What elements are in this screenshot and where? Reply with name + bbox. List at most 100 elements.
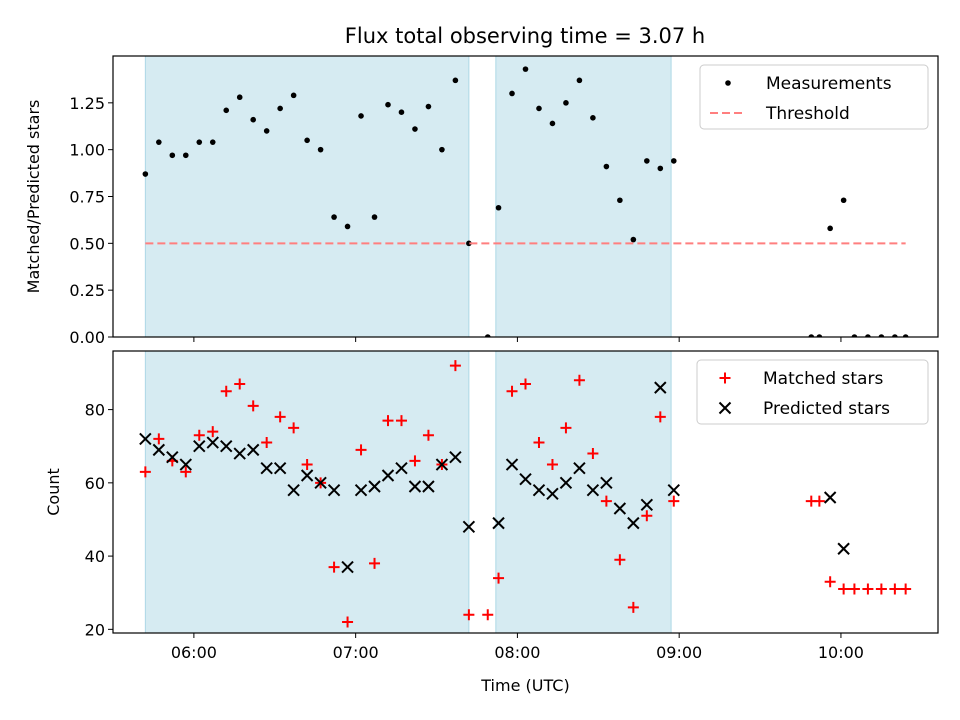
predicted-star-marker — [823, 491, 837, 504]
matched-star-marker — [600, 495, 612, 507]
measurement-point — [644, 158, 650, 164]
measurement-point — [250, 116, 256, 123]
measurement-point — [522, 66, 529, 72]
measurement-point — [657, 165, 664, 172]
predicted-star-marker — [314, 476, 327, 490]
measurement-point — [452, 77, 459, 84]
matched-star-marker — [506, 385, 518, 397]
measurement-point — [576, 77, 583, 84]
measurement-point — [630, 236, 637, 243]
legend: Matched stars Predicted stars — [696, 359, 929, 425]
predicted-star-marker — [422, 480, 435, 493]
y-tick-label: 20 — [85, 620, 105, 639]
legend-matched-swatch — [719, 372, 731, 384]
measurement-point — [331, 214, 337, 220]
predicted-star-marker — [532, 483, 546, 497]
predicted-star-marker — [462, 520, 476, 533]
measurement-point — [816, 334, 823, 337]
matched-star-marker — [207, 426, 219, 438]
predicted-star-marker — [166, 451, 179, 464]
predicted-star-marker — [152, 443, 166, 457]
measurement-point — [236, 94, 243, 101]
predicted-star-marker — [546, 487, 559, 501]
y-tick-label: 0.25 — [69, 281, 105, 300]
legend-box — [696, 359, 929, 425]
matched-star-marker — [301, 459, 313, 471]
legend-label: Matched stars — [763, 369, 883, 389]
chart-title: Flux total observing time = 3.07 h — [345, 24, 705, 48]
matched-star-marker — [533, 437, 545, 449]
matched-star-marker — [614, 554, 626, 566]
measurement-point — [425, 103, 432, 110]
matched-star-marker — [409, 455, 421, 467]
matched-star-marker — [889, 583, 901, 595]
matched-star-marker — [838, 583, 850, 595]
y-tick-label: 60 — [85, 474, 105, 493]
y-axis-label: Matched/Predicted stars — [24, 100, 43, 294]
legend-predicted-swatch — [718, 401, 732, 415]
y-axis-label: Count — [44, 468, 63, 516]
matched-star-marker — [654, 411, 666, 423]
measurement-point — [385, 101, 391, 108]
predicted-star-marker — [260, 461, 273, 475]
legend-label: Measurements — [766, 74, 892, 94]
axes-frame — [112, 350, 939, 634]
matched-star-marker — [234, 378, 246, 390]
predicted-star-marker — [640, 498, 654, 512]
measurement-point — [827, 225, 833, 232]
matched-star-marker — [274, 411, 286, 423]
predicted-star-marker — [273, 461, 287, 475]
measurement-point — [603, 163, 610, 170]
predicted-star-marker — [627, 516, 640, 530]
predicted-star-marker — [300, 469, 314, 482]
matched-star-marker — [288, 422, 300, 434]
predicted-star-marker — [559, 476, 573, 490]
matched-star-marker — [587, 448, 599, 460]
measurement-point — [196, 139, 203, 145]
measurement-point — [865, 334, 871, 337]
predicted-star-marker — [586, 483, 600, 497]
x-tick-label: 09:00 — [656, 643, 702, 662]
measurement-point — [670, 158, 677, 164]
bottom-panel: 20 40 60 80 06:00 07:00 08:00 09:00 10:00 Count Ti… — [44, 350, 939, 695]
matched-star-marker — [342, 616, 354, 628]
matched-star-marker — [875, 583, 887, 595]
measurement-point — [412, 126, 418, 132]
predicted-star-marker — [179, 458, 193, 471]
predicted-star-marker — [408, 480, 422, 493]
measurement-point — [495, 204, 502, 211]
observing-interval-shade — [144, 55, 470, 338]
predicted-star-marker — [287, 483, 300, 497]
measurement-point — [466, 240, 472, 247]
measurement-point — [549, 120, 556, 127]
predicted-star-marker — [395, 461, 408, 475]
matched-star-marker — [261, 437, 273, 449]
measurement-point — [840, 197, 847, 204]
legend-box — [699, 64, 929, 130]
measurement-point — [304, 137, 310, 144]
predicted-star-marker — [220, 440, 233, 453]
predicted-star-marker — [233, 447, 246, 460]
predicted-star-marker — [613, 502, 627, 515]
matched-star-marker — [220, 385, 232, 397]
matched-star-marker — [153, 433, 165, 445]
predicted-star-marker — [246, 443, 260, 457]
predicted-star-marker — [449, 451, 462, 464]
matched-star-marker — [139, 466, 151, 478]
measurement-point — [358, 113, 364, 119]
x-tick-label: 10:00 — [818, 643, 864, 662]
matched-star-marker — [463, 609, 475, 621]
measurement-point — [439, 146, 445, 153]
measurement-point — [317, 146, 324, 153]
observing-interval-shade — [495, 55, 672, 338]
measurement-point — [617, 197, 623, 204]
predicted-star-marker — [139, 432, 152, 446]
predicted-star-marker — [327, 483, 341, 497]
predicted-star-marker — [654, 381, 667, 394]
y-tick-label: 0.00 — [69, 328, 105, 347]
top-panel: 0.00 0.25 0.50 0.75 1.00 1.25 Matched/Predicte… — [24, 55, 939, 347]
matched-star-marker — [180, 466, 192, 478]
matched-star-marker — [862, 583, 874, 595]
predicted-star-marker — [667, 483, 680, 497]
